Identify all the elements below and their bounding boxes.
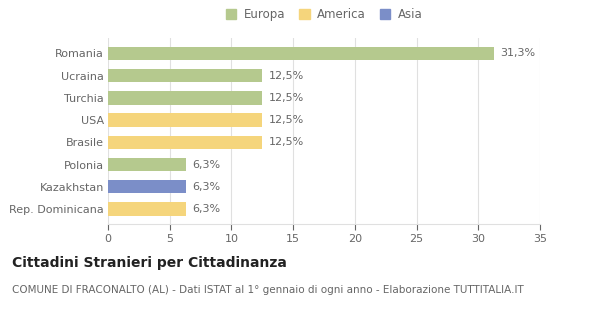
- Bar: [108, 180, 186, 193]
- Bar: [108, 202, 186, 216]
- Text: 12,5%: 12,5%: [268, 137, 304, 147]
- Bar: [108, 47, 494, 60]
- Bar: [108, 91, 262, 105]
- Bar: [108, 158, 186, 171]
- Bar: [108, 69, 262, 82]
- Bar: [108, 136, 262, 149]
- Text: COMUNE DI FRACONALTO (AL) - Dati ISTAT al 1° gennaio di ogni anno - Elaborazione: COMUNE DI FRACONALTO (AL) - Dati ISTAT a…: [12, 285, 524, 295]
- Text: Cittadini Stranieri per Cittadinanza: Cittadini Stranieri per Cittadinanza: [12, 256, 287, 270]
- Text: 12,5%: 12,5%: [268, 71, 304, 81]
- Text: 6,3%: 6,3%: [192, 159, 220, 170]
- Text: 6,3%: 6,3%: [192, 204, 220, 214]
- Bar: [108, 113, 262, 127]
- Legend: Europa, America, Asia: Europa, America, Asia: [223, 5, 425, 23]
- Text: 6,3%: 6,3%: [192, 182, 220, 192]
- Text: 12,5%: 12,5%: [268, 115, 304, 125]
- Text: 12,5%: 12,5%: [268, 93, 304, 103]
- Text: 31,3%: 31,3%: [500, 49, 536, 59]
